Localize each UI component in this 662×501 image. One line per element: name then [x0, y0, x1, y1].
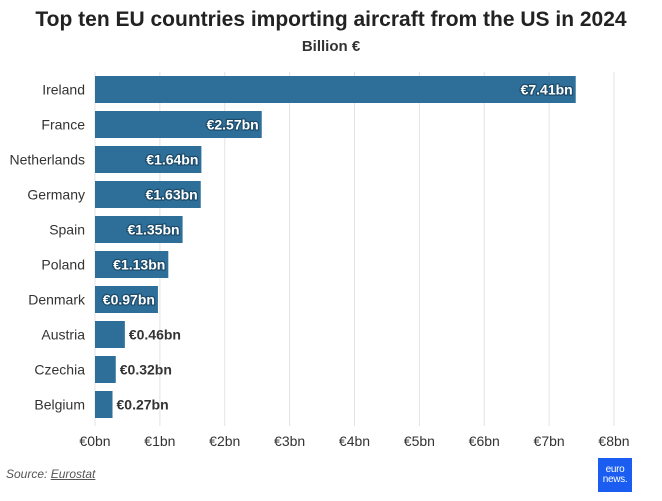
data-label-austria: €0.46bn: [129, 327, 181, 343]
data-label-poland: €1.13bn: [113, 257, 165, 273]
category-label-czechia: Czechia: [34, 362, 85, 378]
bar-netherlands: [95, 146, 202, 173]
data-label-belgium: €0.27bn: [117, 397, 169, 413]
data-label-netherlands: €1.64bn: [146, 152, 198, 168]
bar-germany: [95, 181, 201, 208]
source-note: Source: Eurostat: [6, 467, 95, 481]
chart-title: Top ten EU countries importing aircraft …: [35, 8, 627, 31]
category-label-ireland: Ireland: [42, 82, 85, 98]
x-tick-label-4: €4bn: [339, 433, 370, 449]
data-label-spain: €1.35bn: [127, 222, 179, 238]
bar-france: [95, 111, 262, 138]
category-label-denmark: Denmark: [28, 292, 86, 308]
x-tick-label-3: €3bn: [274, 433, 305, 449]
bar-belgium: [95, 391, 113, 418]
x-tick-label-0: €0bn: [79, 433, 110, 449]
logo-line-1: euro: [605, 464, 625, 475]
bar-poland: [95, 251, 169, 278]
euronews-logo: euro news.: [598, 458, 632, 492]
data-label-czechia: €0.32bn: [120, 362, 172, 378]
bar-spain: [95, 216, 183, 243]
source-prefix: Source:: [6, 467, 51, 481]
category-label-belgium: Belgium: [34, 397, 85, 413]
bar-ireland: [95, 76, 576, 103]
chart-subtitle: Billion €: [301, 38, 361, 55]
source-link[interactable]: Eurostat: [50, 467, 96, 481]
x-tick-label-1: €1bn: [144, 433, 175, 449]
bar-denmark: [95, 286, 158, 313]
x-tick-label-6: €6bn: [469, 433, 500, 449]
bar-czechia: [95, 356, 116, 383]
data-label-denmark: €0.97bn: [103, 292, 155, 308]
category-label-germany: Germany: [27, 187, 85, 203]
logo-line-2: news.: [602, 474, 628, 485]
x-tick-label-8: €8bn: [598, 433, 629, 449]
data-label-ireland: €7.41bn: [521, 82, 573, 98]
data-label-france: €2.57bn: [207, 117, 259, 133]
x-tick-label-2: €2bn: [209, 433, 240, 449]
x-tick-label-7: €7bn: [534, 433, 565, 449]
category-label-austria: Austria: [41, 327, 85, 343]
bar-austria: [95, 321, 125, 348]
category-label-netherlands: Netherlands: [10, 152, 86, 168]
category-label-france: France: [41, 117, 85, 133]
data-label-germany: €1.63bn: [146, 187, 198, 203]
category-label-spain: Spain: [49, 222, 85, 238]
category-label-poland: Poland: [41, 257, 85, 273]
x-tick-label-5: €5bn: [404, 433, 435, 449]
